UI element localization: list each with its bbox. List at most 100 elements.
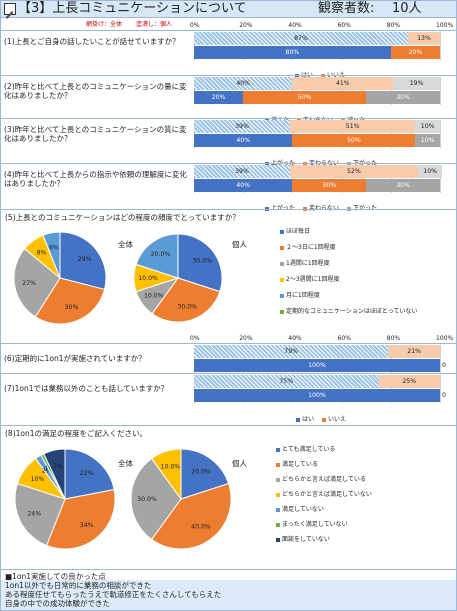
- divider: [1, 118, 456, 119]
- axis-tick-label: 20%: [239, 22, 253, 29]
- q5-label: (5)上長とのコミュニケーションはどの程度の頻度でとっていますか？: [5, 213, 240, 222]
- bar-segment: 21%: [388, 345, 440, 358]
- pie-slice: [180, 448, 230, 500]
- bar-segment: 75%: [194, 375, 379, 388]
- legend-swatch: [276, 507, 280, 512]
- legend-item: 1週間に1回程度: [280, 260, 455, 267]
- question-label: (1)上長とご自身の話したいことが話せていますか？: [4, 37, 180, 46]
- pie-slice: [64, 448, 115, 500]
- legend-label: 満足していない: [282, 506, 324, 513]
- legend-label: 満足している: [282, 461, 318, 468]
- bar-segment: 40%: [194, 179, 293, 192]
- bar-segment: 100%: [194, 359, 440, 372]
- pie-label: 6%: [49, 244, 59, 251]
- bar-segment: 39%: [194, 165, 290, 178]
- q5-individual-pie: 30.0% 30.0% 10.0% 10.0% 20.0%: [133, 233, 223, 323]
- bar-segment: 13%: [408, 32, 440, 45]
- legend-label: ２～3日に1回程度: [286, 244, 336, 251]
- legend-individual-note: 塗潰し：個人: [136, 21, 173, 28]
- legend-swatch: [280, 229, 284, 234]
- divider: [1, 163, 456, 164]
- bar-segment: 41%: [292, 77, 394, 90]
- legend-swatch: [347, 206, 352, 211]
- pie-label: 30.0%: [192, 257, 212, 264]
- pie-slice: [34, 277, 106, 325]
- comments-title: ■1on1実施しての良かった点: [5, 572, 106, 581]
- axis-tick-label: 40%: [288, 335, 302, 342]
- question-legend: 上がった 変わらない 下がった: [265, 195, 385, 214]
- pie-slice: [42, 231, 61, 279]
- question-label: (3)昨年と比べて上長とのコミュニケーションの質に変化はありましたか？: [4, 125, 187, 143]
- axis-tick-label: 60%: [337, 335, 351, 342]
- bar-segment: 30%: [366, 179, 440, 192]
- q8-label: (8)1on1の満足の程度をご記入ください。: [5, 429, 148, 438]
- pie-label: 29%: [78, 256, 92, 263]
- bar-segment: 30%: [292, 179, 367, 192]
- bar-segment: 20%: [390, 46, 440, 59]
- axis-tick-label: 20%: [239, 335, 253, 342]
- legend-swatch: [276, 492, 280, 497]
- axis-tick-label: 40%: [288, 22, 302, 29]
- comment-line: 自身の中での成功体験ができた: [5, 599, 110, 608]
- legend-label: いいえ: [328, 416, 347, 423]
- legend-label: まったく満足していない: [282, 521, 348, 528]
- divider: [1, 425, 456, 426]
- bar-segment: 51%: [289, 120, 416, 133]
- legend-label: 下がった: [353, 205, 377, 212]
- page-title: 【3】上長コミュニケーションについて: [18, 1, 247, 16]
- legend-label: とても満足している: [282, 446, 336, 453]
- q8-overall-title: 全体: [118, 459, 133, 468]
- axis-tick-label: 0%: [190, 335, 200, 342]
- q5-individual-title: 個人: [232, 240, 247, 249]
- pie-label: 30.0%: [177, 303, 197, 310]
- legend-label: 定期的なコミュニケーションはほぼとっていない: [286, 308, 418, 315]
- legend-swatch: [280, 277, 284, 282]
- legend-item: どちらかと言えば満足していない: [276, 491, 454, 498]
- legend-swatch: [280, 245, 284, 250]
- legend-label: 上がった: [271, 205, 295, 212]
- legend-label: 月に1回程度: [286, 292, 320, 299]
- pie-slice: [14, 482, 66, 547]
- q8-overall-pie: 22% 34% 24% 10% 2%1%7%: [14, 448, 116, 550]
- divider: [1, 343, 456, 344]
- legend-item: とても満足している: [276, 446, 454, 453]
- axis-tick-label: 80%: [386, 335, 401, 342]
- legend-item: はい: [296, 416, 314, 423]
- legend-label: はい: [302, 416, 315, 423]
- legend-label: 変わらない: [309, 205, 339, 212]
- divider: [1, 373, 456, 374]
- pie-label: 24%: [27, 510, 41, 517]
- question-label: (6)定期的に1on1が実施されていますか？: [4, 354, 146, 363]
- legend-swatch: [276, 447, 280, 452]
- legend-item: 満足していない: [276, 506, 454, 513]
- pie-label: 1%: [45, 466, 55, 473]
- pie-slice: [43, 448, 66, 500]
- axis-tick-label: 100%: [436, 335, 454, 342]
- bar-segment: 30%: [366, 91, 440, 104]
- pie-label: 10%: [31, 476, 45, 483]
- axis-tick-label: 100%: [436, 22, 454, 29]
- q67-legend: はい いいえ: [296, 406, 416, 425]
- pie-label: 2%: [42, 467, 52, 474]
- bar-segment: 100%: [194, 389, 440, 402]
- legend-item: 月に1回程度: [280, 292, 455, 299]
- legend-overall-note: 網掛け：全体: [86, 21, 123, 28]
- pie-label: 20.0%: [191, 468, 211, 475]
- bar-zero-label: 0: [442, 362, 446, 369]
- legend-item: 満足している: [276, 461, 454, 468]
- divider: [1, 75, 456, 76]
- grid-line: [440, 345, 441, 373]
- pie-label: 8%: [37, 250, 47, 257]
- bar-segment: 50%: [243, 91, 367, 104]
- pie-label: 22%: [80, 470, 94, 477]
- divider: [1, 30, 456, 31]
- question-label: (4)昨年と比べて上長からの指示や依頼の理解度に変化はありましたか？: [4, 170, 187, 188]
- pie-slice: [45, 489, 116, 550]
- pie-label: 7%: [53, 463, 63, 470]
- q8-individual-title: 個人: [232, 459, 247, 468]
- legend-item: 2～3週間に1回程度: [280, 276, 455, 283]
- q5-overall-title: 全体: [118, 240, 133, 249]
- legend-swatch: [276, 462, 280, 467]
- bar-segment: 80%: [194, 46, 391, 59]
- legend-swatch: [276, 522, 280, 527]
